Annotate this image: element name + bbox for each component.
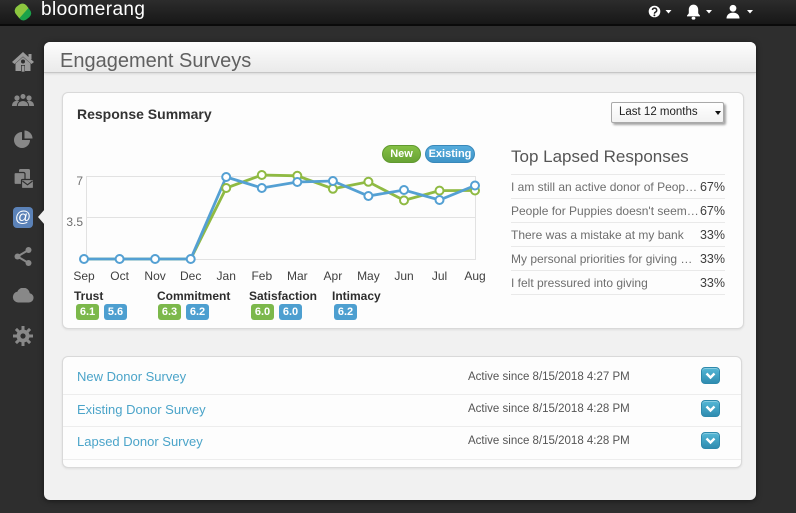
svg-text:May: May	[357, 269, 380, 283]
svg-text:Mar: Mar	[287, 269, 308, 283]
svg-text:3.5: 3.5	[66, 215, 83, 229]
svg-text:7: 7	[76, 174, 83, 188]
svg-text:Sep: Sep	[73, 269, 95, 283]
svg-text:Apr: Apr	[324, 269, 343, 283]
svg-text:Jul: Jul	[432, 269, 447, 283]
svg-text:Dec: Dec	[180, 269, 201, 283]
svg-text:Feb: Feb	[251, 269, 272, 283]
svg-text:Jan: Jan	[217, 269, 236, 283]
svg-text:Oct: Oct	[110, 269, 129, 283]
svg-text:Nov: Nov	[144, 269, 165, 283]
svg-text:Aug: Aug	[464, 269, 485, 283]
svg-text:Jun: Jun	[394, 269, 413, 283]
